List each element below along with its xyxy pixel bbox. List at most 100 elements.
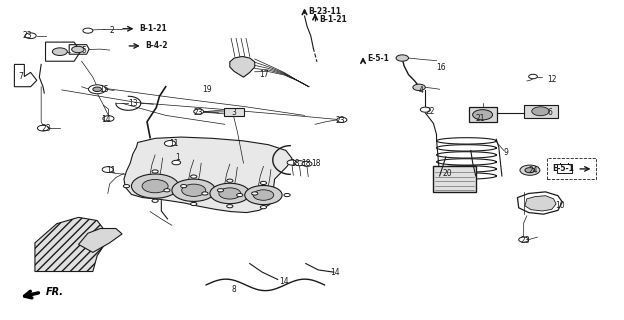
Circle shape: [413, 84, 426, 91]
Text: 7: 7: [18, 72, 23, 81]
Text: 22: 22: [426, 107, 435, 116]
Circle shape: [190, 202, 197, 205]
Text: 21: 21: [475, 114, 485, 123]
Circle shape: [302, 161, 312, 166]
Circle shape: [532, 107, 549, 116]
Text: 24: 24: [529, 166, 539, 175]
Text: 14: 14: [280, 277, 290, 286]
Text: 20: 20: [443, 169, 452, 178]
Circle shape: [37, 125, 49, 131]
Text: 23: 23: [520, 236, 530, 245]
Circle shape: [227, 179, 233, 182]
Circle shape: [260, 205, 266, 209]
Circle shape: [284, 194, 290, 197]
Bar: [547, 158, 596, 179]
Text: 15: 15: [99, 85, 109, 94]
Circle shape: [164, 189, 170, 192]
Text: 23: 23: [193, 108, 203, 117]
Circle shape: [525, 168, 535, 173]
Text: 19: 19: [202, 85, 212, 94]
Text: 2: 2: [110, 26, 114, 35]
Circle shape: [519, 237, 529, 242]
Text: 9: 9: [504, 148, 509, 157]
Circle shape: [251, 192, 258, 195]
Circle shape: [142, 180, 168, 193]
Text: E-5-1: E-5-1: [367, 54, 389, 63]
Bar: [524, 105, 558, 118]
Text: 23: 23: [41, 124, 51, 132]
Text: 6: 6: [547, 108, 552, 117]
Circle shape: [172, 179, 215, 201]
Circle shape: [219, 188, 241, 199]
Circle shape: [421, 107, 431, 112]
Circle shape: [193, 109, 203, 114]
Circle shape: [260, 181, 266, 185]
Text: 17: 17: [259, 70, 269, 79]
Text: 11: 11: [107, 166, 116, 175]
Circle shape: [93, 87, 102, 92]
Circle shape: [472, 110, 492, 120]
Polygon shape: [35, 217, 110, 271]
Text: 23: 23: [336, 116, 345, 125]
Circle shape: [190, 175, 197, 178]
Bar: [469, 107, 497, 123]
Polygon shape: [124, 137, 292, 212]
Polygon shape: [525, 196, 556, 211]
Text: B-23-11: B-23-11: [308, 7, 341, 16]
Text: 23: 23: [22, 31, 32, 40]
Circle shape: [25, 33, 36, 39]
Circle shape: [165, 140, 175, 146]
Circle shape: [89, 85, 106, 94]
Circle shape: [253, 190, 274, 200]
Circle shape: [52, 48, 67, 55]
Text: 18: 18: [301, 159, 310, 168]
Text: 14: 14: [331, 268, 340, 277]
Text: 18: 18: [290, 159, 300, 168]
Polygon shape: [230, 56, 255, 77]
Text: 14: 14: [102, 115, 111, 124]
Circle shape: [529, 74, 537, 79]
Text: 8: 8: [231, 284, 236, 293]
Text: B-1-21: B-1-21: [319, 15, 346, 24]
Circle shape: [217, 189, 223, 192]
Circle shape: [236, 194, 243, 197]
Circle shape: [245, 186, 282, 204]
Text: 5: 5: [82, 45, 87, 55]
Text: FR.: FR.: [46, 287, 64, 297]
Text: 18: 18: [311, 159, 321, 168]
Bar: [223, 108, 243, 116]
Circle shape: [132, 174, 178, 198]
Text: 3: 3: [231, 108, 236, 117]
Text: 12: 12: [547, 75, 557, 84]
Circle shape: [396, 55, 409, 61]
Text: E-5-1: E-5-1: [552, 164, 574, 173]
Text: B-4-2: B-4-2: [145, 41, 168, 51]
Text: 10: 10: [555, 201, 565, 210]
Text: 1: 1: [175, 153, 180, 162]
Circle shape: [337, 117, 347, 123]
Text: 13: 13: [129, 99, 138, 108]
Circle shape: [227, 204, 233, 208]
Bar: [434, 166, 475, 193]
Circle shape: [102, 167, 114, 172]
Circle shape: [103, 116, 114, 122]
Circle shape: [172, 160, 180, 165]
Text: 16: 16: [437, 63, 446, 72]
Circle shape: [83, 28, 93, 33]
Circle shape: [72, 46, 84, 52]
Text: 4: 4: [419, 86, 424, 95]
Bar: [557, 164, 572, 173]
Circle shape: [152, 170, 158, 173]
Text: B-1-21: B-1-21: [139, 24, 167, 33]
Circle shape: [202, 192, 208, 195]
Circle shape: [295, 161, 305, 166]
Circle shape: [180, 185, 187, 188]
Circle shape: [520, 165, 540, 175]
Circle shape: [287, 160, 297, 165]
Polygon shape: [79, 228, 122, 252]
Circle shape: [210, 183, 250, 204]
Text: 11: 11: [169, 139, 178, 148]
Circle shape: [152, 199, 158, 202]
Circle shape: [182, 184, 206, 196]
Circle shape: [124, 185, 130, 188]
